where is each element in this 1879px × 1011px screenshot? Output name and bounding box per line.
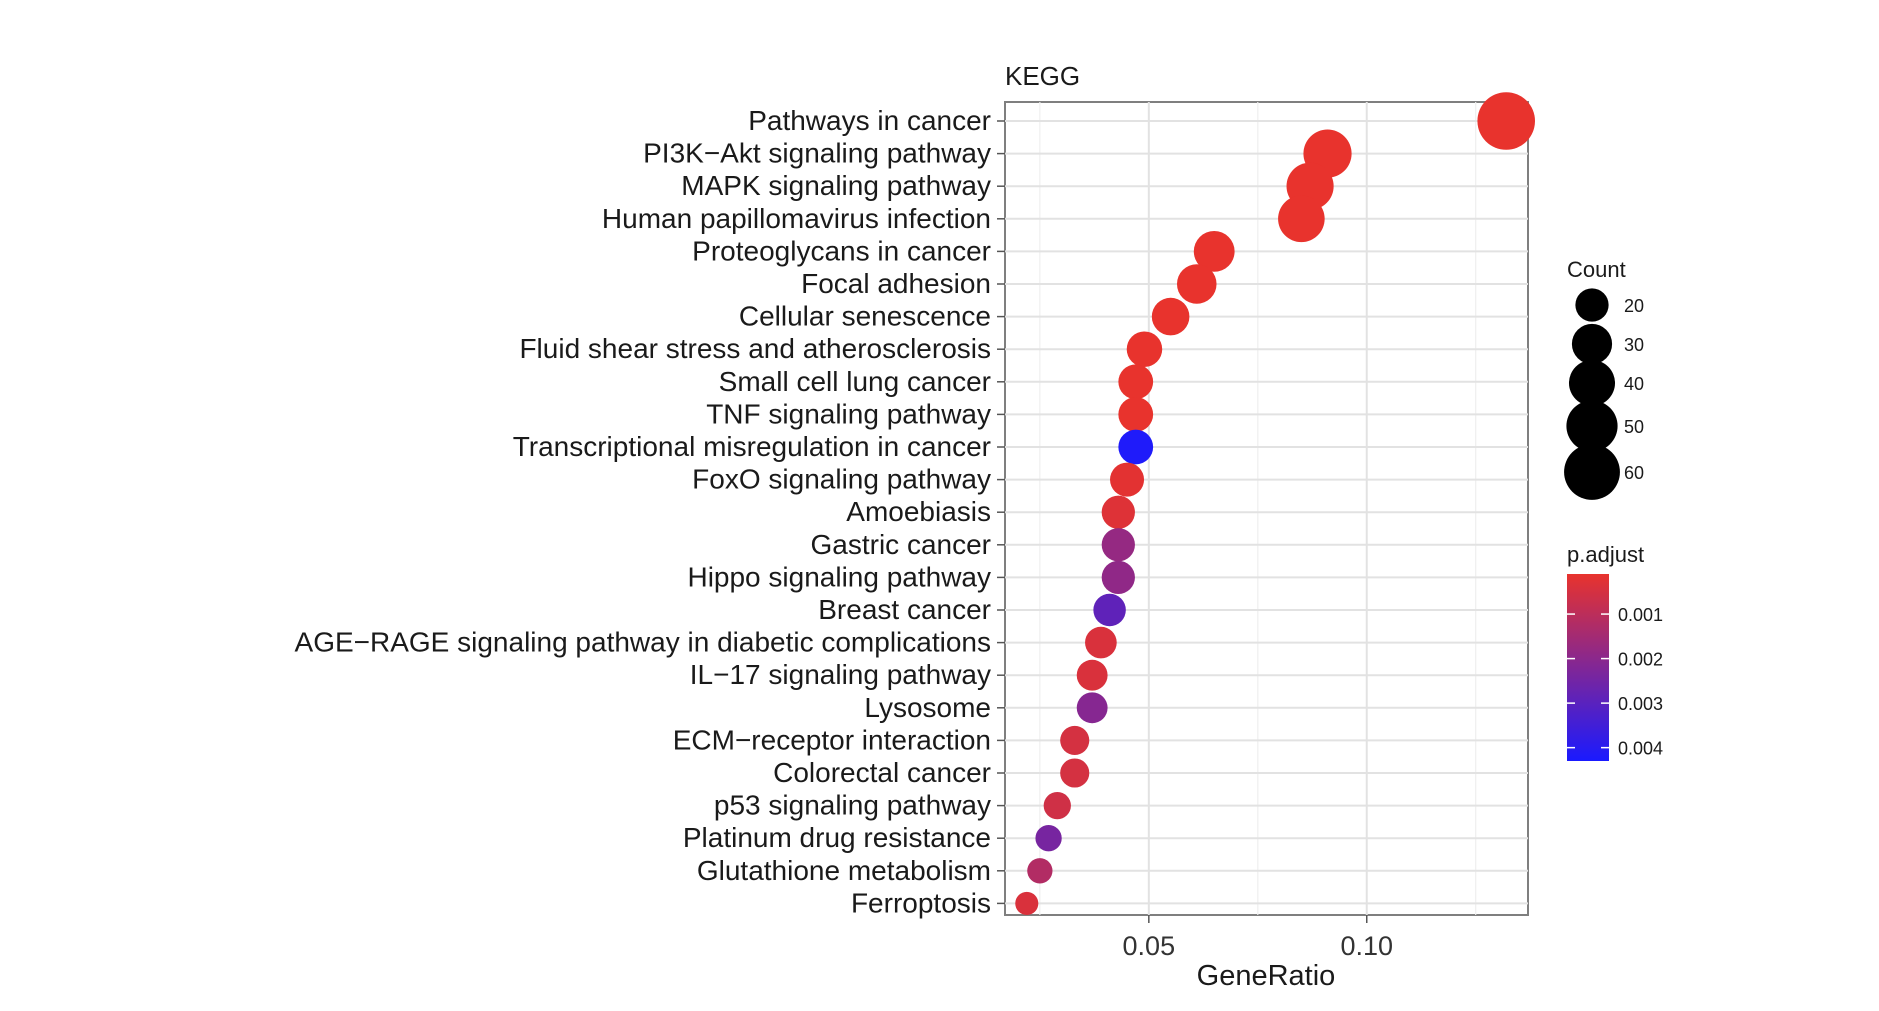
category-label: Platinum drug resistance bbox=[683, 822, 991, 853]
category-label: MAPK signaling pathway bbox=[681, 170, 991, 201]
size-legend-point bbox=[1568, 359, 1616, 407]
category-label: IL−17 signaling pathway bbox=[690, 659, 991, 690]
data-point bbox=[1076, 659, 1108, 691]
data-point bbox=[1278, 195, 1325, 243]
category-label: Glutathione metabolism bbox=[697, 855, 991, 886]
category-label: Colorectal cancer bbox=[773, 757, 991, 788]
size-legend-title: Count bbox=[1567, 257, 1626, 282]
data-point bbox=[1060, 725, 1090, 755]
data-point bbox=[1110, 462, 1145, 497]
category-label: Proteoglycans in cancer bbox=[692, 235, 991, 266]
data-point bbox=[1118, 397, 1154, 432]
data-point bbox=[1101, 495, 1135, 529]
size-legend-point bbox=[1564, 444, 1620, 500]
color-legend-label: 0.001 bbox=[1618, 605, 1663, 625]
category-label: Transcriptional misregulation in cancer bbox=[513, 431, 991, 462]
size-legend: 20 30 40 50 60 bbox=[1564, 288, 1644, 500]
size-legend-label: 20 bbox=[1624, 296, 1644, 316]
data-point bbox=[1151, 297, 1190, 336]
category-label: Small cell lung cancer bbox=[719, 366, 991, 397]
x-tick-label: 0.10 bbox=[1340, 931, 1393, 961]
size-legend-point bbox=[1566, 400, 1618, 452]
size-legend-label: 60 bbox=[1624, 463, 1644, 483]
data-points bbox=[1015, 92, 1536, 915]
grid-lines bbox=[1005, 102, 1528, 915]
category-label: Focal adhesion bbox=[801, 268, 991, 299]
size-legend-point bbox=[1571, 323, 1613, 365]
data-point bbox=[1101, 560, 1135, 595]
data-point bbox=[1176, 264, 1217, 304]
size-legend-label: 30 bbox=[1624, 335, 1644, 355]
data-point bbox=[1193, 230, 1235, 272]
color-legend-label: 0.003 bbox=[1618, 694, 1663, 714]
category-label: AGE−RAGE signaling pathway in diabetic c… bbox=[295, 627, 991, 658]
category-label: TNF signaling pathway bbox=[706, 398, 991, 429]
x-tick-label: 0.05 bbox=[1123, 931, 1176, 961]
data-point bbox=[1093, 593, 1126, 627]
chart-title: KEGG bbox=[1005, 61, 1080, 91]
data-point bbox=[1118, 429, 1154, 465]
x-tick-labels: 0.05 0.10 bbox=[1123, 931, 1393, 961]
data-point bbox=[1027, 858, 1053, 884]
color-legend: 0.001 0.002 0.003 0.004 bbox=[1567, 605, 1663, 759]
color-legend-label: 0.004 bbox=[1618, 739, 1663, 759]
data-point bbox=[1015, 891, 1039, 915]
size-legend-point bbox=[1575, 288, 1609, 322]
data-point bbox=[1085, 626, 1117, 659]
category-label: p53 signaling pathway bbox=[714, 790, 991, 821]
axis-ticks bbox=[997, 120, 1368, 923]
category-label: Gastric cancer bbox=[811, 529, 992, 560]
data-point bbox=[1118, 364, 1154, 400]
color-legend-label: 0.002 bbox=[1618, 650, 1663, 670]
category-label: Hippo signaling pathway bbox=[687, 561, 991, 592]
size-legend-label: 50 bbox=[1624, 417, 1644, 437]
category-label: Ferroptosis bbox=[851, 887, 991, 918]
data-point bbox=[1101, 528, 1135, 562]
category-label: FoxO signaling pathway bbox=[692, 464, 991, 495]
category-label: Lysosome bbox=[864, 692, 991, 723]
data-point bbox=[1060, 758, 1090, 788]
color-legend-title: p.adjust bbox=[1567, 542, 1644, 567]
data-point bbox=[1126, 331, 1163, 367]
category-label: ECM−receptor interaction bbox=[673, 724, 991, 755]
category-label: Human papillomavirus infection bbox=[602, 203, 991, 234]
size-legend-label: 40 bbox=[1624, 374, 1644, 394]
category-label: Pathways in cancer bbox=[748, 105, 991, 136]
category-label: Amoebiasis bbox=[846, 496, 991, 527]
category-label: Fluid shear stress and atherosclerosis bbox=[519, 333, 991, 364]
data-point bbox=[1477, 92, 1536, 150]
category-label: Cellular senescence bbox=[739, 301, 991, 332]
category-label: Breast cancer bbox=[818, 594, 991, 625]
data-point bbox=[1035, 825, 1062, 852]
category-label: PI3K−Akt signaling pathway bbox=[643, 138, 991, 169]
color-legend-bar bbox=[1567, 574, 1609, 761]
data-point bbox=[1076, 692, 1108, 724]
data-point bbox=[1043, 791, 1071, 820]
x-axis-title: GeneRatio bbox=[1197, 960, 1336, 992]
plot-panel bbox=[1004, 101, 1529, 916]
